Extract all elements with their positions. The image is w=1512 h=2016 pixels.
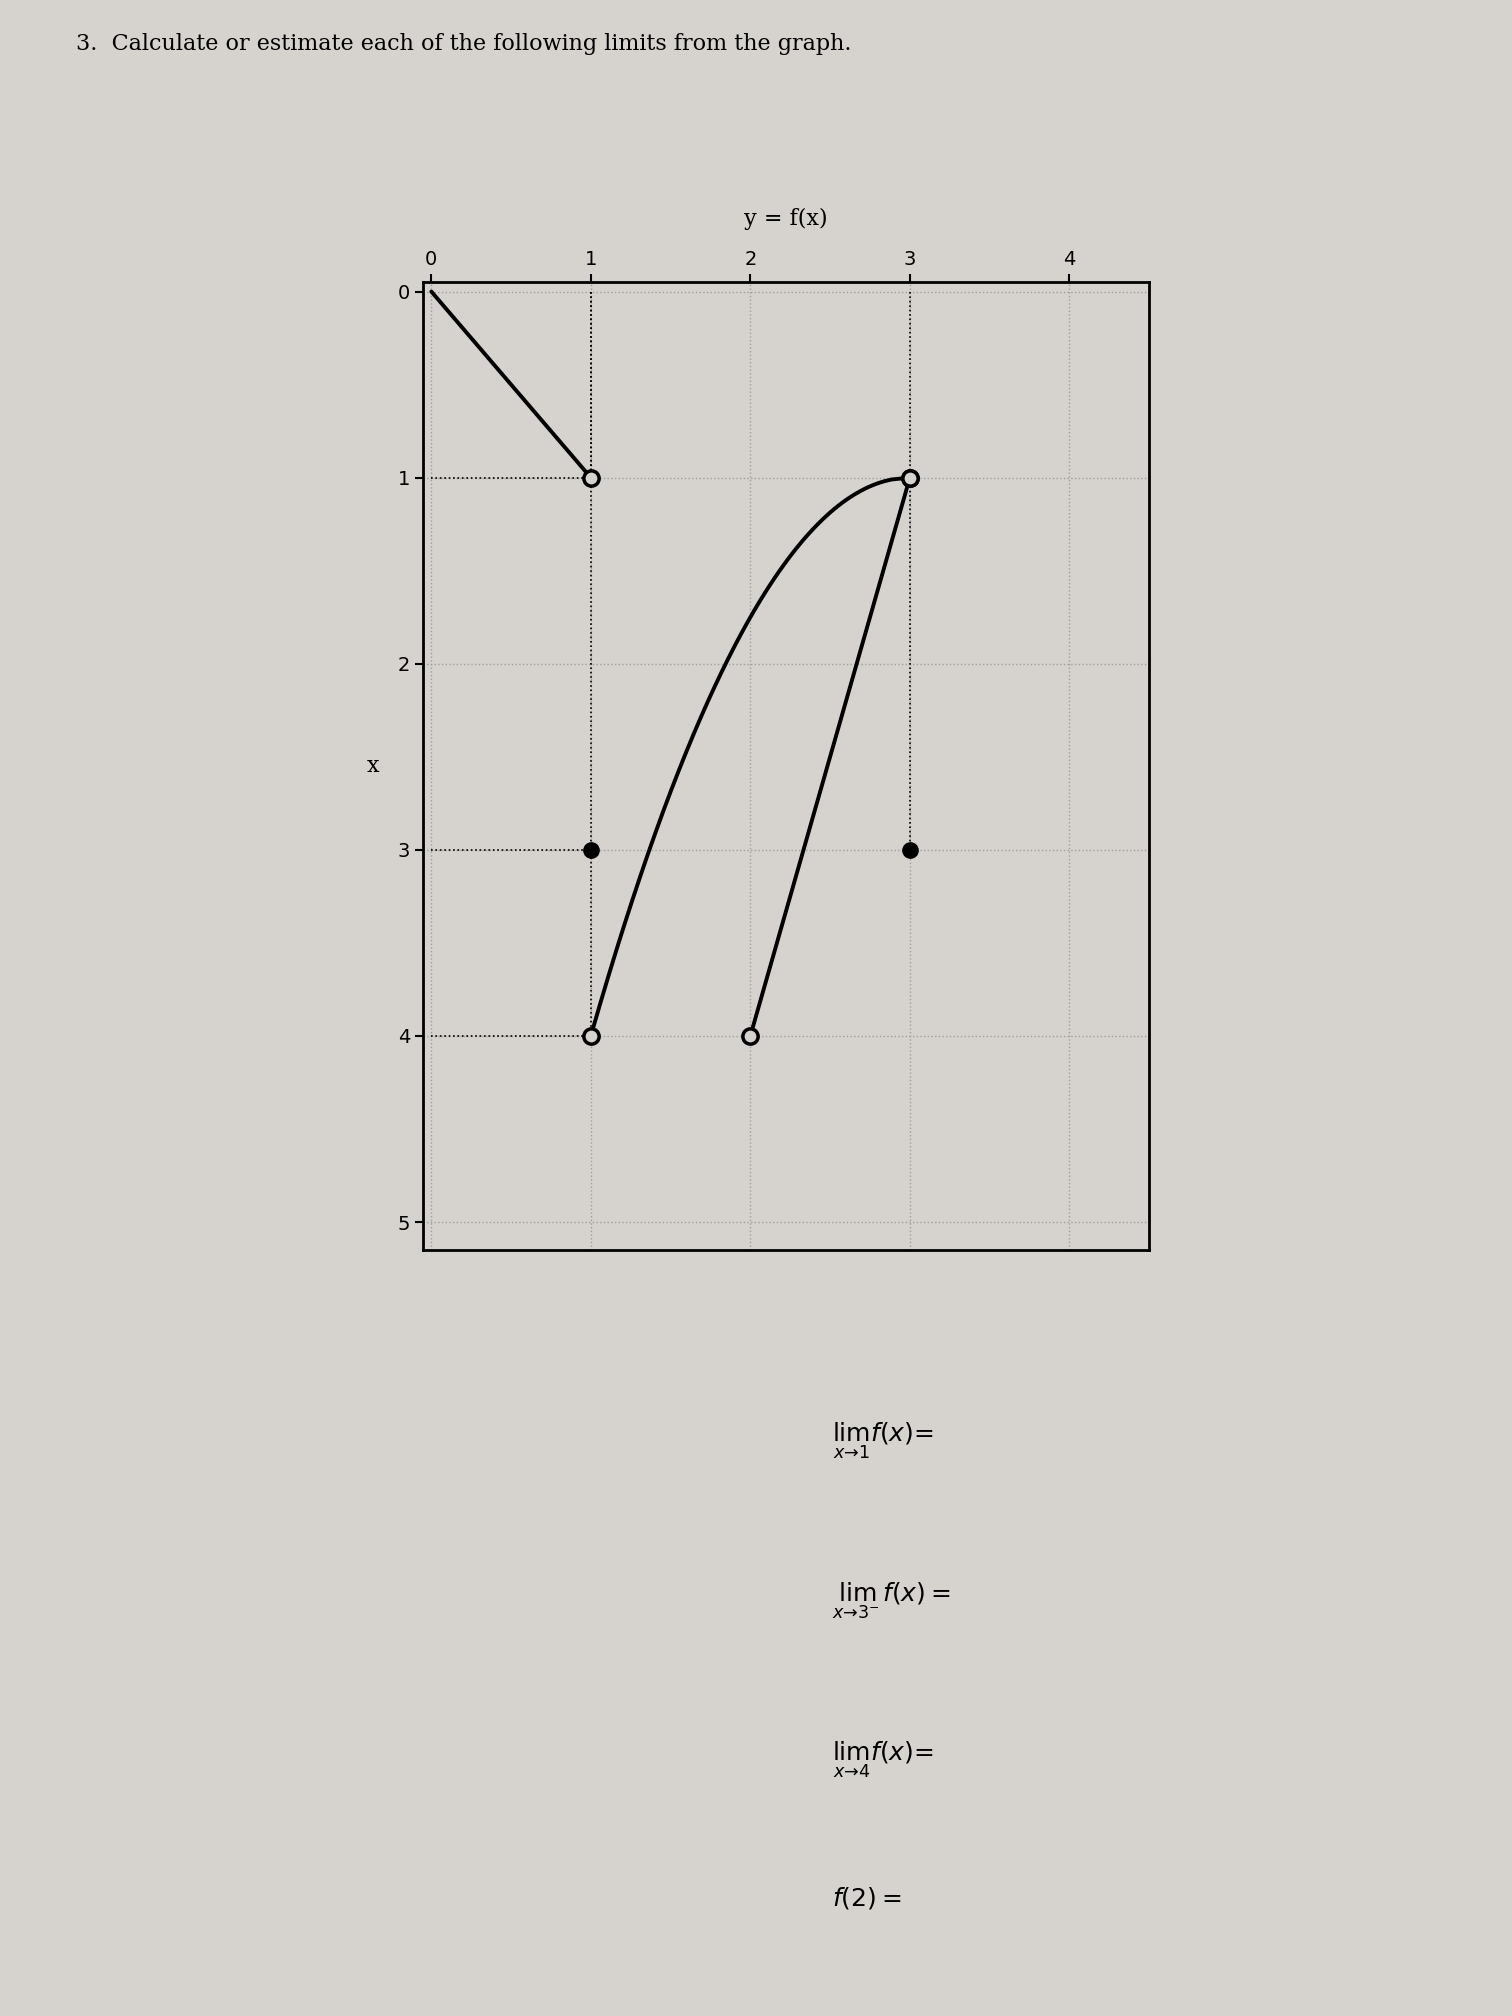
- Text: $\lim_{x \to 4} f(x) =$: $\lim_{x \to 4} f(x) =$: [832, 1740, 933, 1780]
- Text: 3.  Calculate or estimate each of the following limits from the graph.: 3. Calculate or estimate each of the fol…: [76, 34, 851, 54]
- Y-axis label: x: x: [366, 756, 380, 776]
- Title: y = f(x): y = f(x): [744, 208, 829, 230]
- Text: $\lim_{x \to 1} f(x) =$: $\lim_{x \to 1} f(x) =$: [832, 1421, 933, 1462]
- Text: $f(2) =$: $f(2) =$: [832, 1885, 901, 1911]
- Text: $\lim_{x \to 3^{-}} f(x) =$: $\lim_{x \to 3^{-}} f(x) =$: [832, 1581, 950, 1621]
